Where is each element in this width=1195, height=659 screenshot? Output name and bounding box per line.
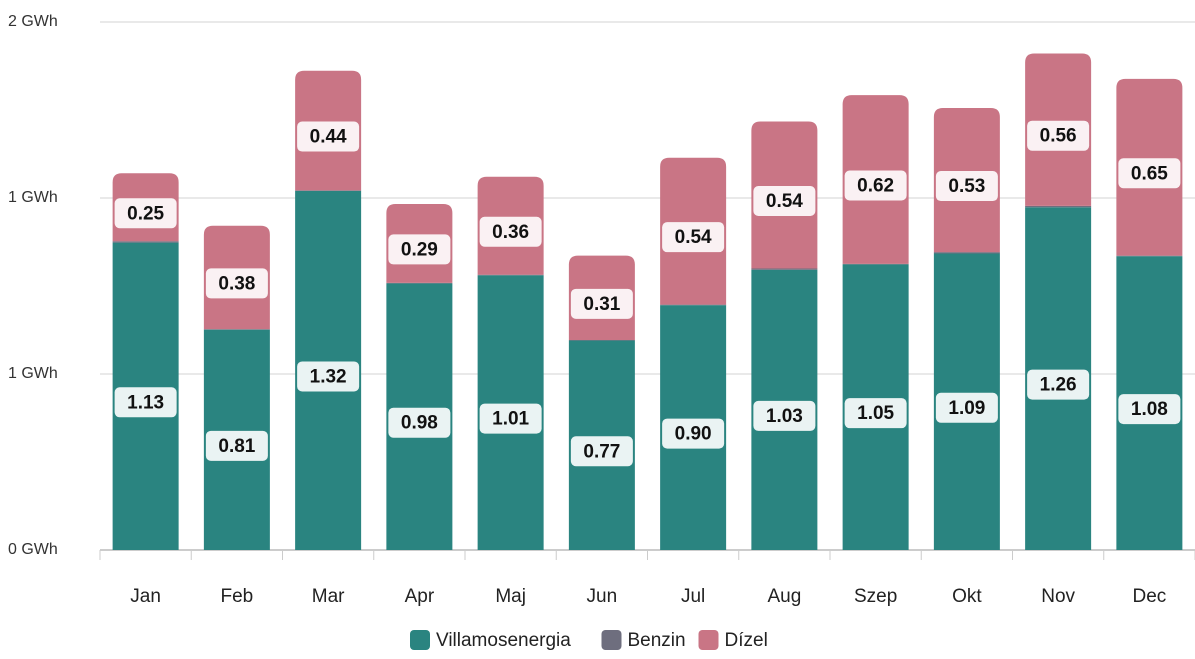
legend-swatch [601,630,622,650]
label-box [1027,120,1090,151]
data-label: 0.77 [583,441,620,462]
data-label: 0.53 [948,176,985,197]
label-box [570,288,633,319]
label-box [114,387,177,418]
bar-segment [1025,205,1092,208]
data-label: 1.26 [1040,375,1077,396]
data-label: 0.44 [310,127,347,148]
bar-segment [477,274,544,276]
data-label: 0.62 [857,176,894,197]
label-box [570,436,633,467]
label-box [662,222,725,253]
label-box [753,186,816,217]
data-label: 0.90 [675,424,712,445]
y-tick-label: 1 GWh [8,189,58,206]
legend-swatch [698,630,719,650]
y-tick-label: 2 GWh [8,13,58,30]
data-label: 1.32 [310,366,347,387]
label-box [1118,158,1181,189]
bar-segment [295,190,362,191]
bar-segment [203,329,270,330]
label-box [935,392,998,423]
bar-segment [112,241,179,243]
data-label: 0.98 [401,413,438,434]
legend-swatch [410,630,430,650]
label-box [388,234,451,265]
data-label: 0.29 [401,239,438,260]
x-tick-label: Feb [221,586,254,607]
label-box [935,171,998,202]
bar-segment [386,282,453,284]
bar-segment [660,304,727,306]
legend-label: Villamosenergia [436,630,571,651]
data-label: 0.56 [1040,126,1077,147]
bar-segment [568,339,635,341]
label-box [662,418,725,449]
data-label: 0.65 [1131,163,1168,184]
data-label: 1.09 [948,398,985,419]
x-tick-label: Jan [130,586,161,607]
label-box [753,400,816,431]
data-label: 1.01 [492,409,529,430]
y-tick-label: 0 GWh [8,541,58,558]
legend-label: Dízel [725,630,768,651]
x-tick-label: Mar [312,586,345,607]
label-box [205,430,268,461]
label-box [388,407,451,438]
data-label: 1.13 [127,392,164,413]
data-label: 1.08 [1131,399,1168,420]
data-label: 0.25 [127,203,164,224]
x-tick-label: Dec [1132,586,1166,607]
bar-segment [751,268,818,270]
bar-segment [842,263,909,265]
data-label: 0.54 [675,227,712,248]
label-box [479,216,542,247]
x-tick-label: Aug [767,586,801,607]
y-tick-label: 1 GWh [8,365,58,382]
x-tick-label: Jul [681,586,705,607]
label-box [1027,369,1090,400]
data-label: 0.38 [218,273,255,294]
x-tick-label: Apr [405,586,435,607]
label-box [1118,394,1181,425]
x-tick-label: Szep [854,586,897,607]
label-box [297,121,360,152]
label-box [297,361,360,392]
label-box [844,398,907,429]
x-tick-label: Jun [587,586,618,607]
label-box [114,198,177,229]
data-label: 0.81 [218,436,255,457]
label-box [844,170,907,201]
x-tick-label: Maj [495,586,526,607]
bar-segment [933,252,1000,254]
x-tick-label: Okt [952,586,982,607]
label-box [205,268,268,299]
label-box [479,403,542,434]
data-label: 1.03 [766,406,803,427]
data-label: 0.54 [766,191,803,212]
x-tick-label: Nov [1041,586,1075,607]
data-label: 1.05 [857,403,894,424]
legend-label: Benzin [628,630,686,651]
data-label: 0.36 [492,222,529,243]
data-label: 0.31 [583,294,620,315]
bar-segment [1116,255,1183,257]
